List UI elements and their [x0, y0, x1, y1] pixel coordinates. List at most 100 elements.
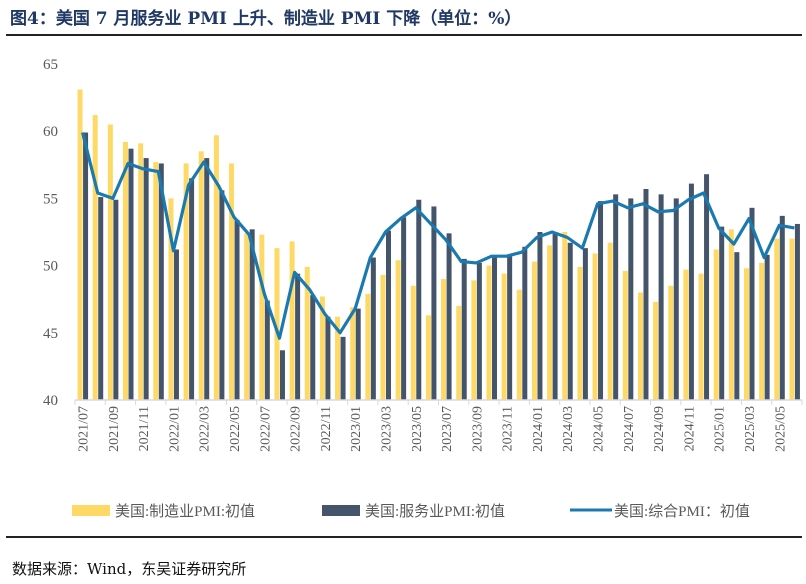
x-tick-label: 2021/11 — [137, 406, 152, 451]
x-tick-label: 2023/03 — [379, 406, 394, 452]
bars — [77, 89, 800, 401]
x-tick-label: 2025/05 — [773, 406, 788, 452]
figure-title: 图4：美国 7 月服务业 PMI 上升、制造业 PMI 下降（单位：%） — [10, 9, 522, 29]
services-bar — [401, 217, 407, 400]
manufacturing-bar — [789, 238, 795, 400]
services-bar — [492, 256, 498, 400]
services-bar — [658, 194, 664, 400]
services-bar — [113, 199, 119, 400]
x-tick-label: 2021/07 — [77, 406, 92, 452]
legend-label-manufacturing: 美国:制造业PMI:初值 — [115, 503, 255, 520]
services-bar — [567, 242, 573, 400]
y-axis: 40 45 50 55 60 65 — [43, 57, 58, 409]
services-bar — [189, 178, 195, 400]
manufacturing-bar — [607, 242, 613, 400]
manufacturing-bar — [743, 268, 749, 400]
manufacturing-bar — [229, 163, 235, 400]
manufacturing-bar — [335, 316, 341, 400]
manufacturing-bar — [501, 273, 507, 400]
manufacturing-bar — [168, 198, 174, 400]
legend: 美国:制造业PMI:初值 美国:服务业PMI:初值 美国:综合PMI：初值 — [72, 503, 750, 520]
x-tick-label: 2023/05 — [410, 406, 425, 452]
services-bar — [507, 254, 513, 400]
services-bar — [764, 254, 770, 400]
services-bar — [552, 233, 558, 400]
manufacturing-bar — [183, 163, 189, 400]
services-bar — [446, 233, 452, 400]
legend-swatch-manufacturing — [72, 505, 110, 516]
x-tick-label: 2024/07 — [622, 406, 637, 452]
services-bar — [83, 132, 89, 400]
services-bar — [704, 174, 710, 400]
manufacturing-bar — [410, 285, 416, 400]
manufacturing-bar — [244, 233, 250, 400]
manufacturing-bar — [319, 296, 325, 400]
services-bar — [537, 232, 543, 400]
services-bar — [461, 258, 467, 400]
x-tick-label: 2022/09 — [289, 406, 304, 452]
services-bar — [143, 158, 149, 400]
x-tick-label: 2022/05 — [228, 406, 243, 452]
manufacturing-bar — [728, 229, 734, 400]
manufacturing-bar — [562, 232, 568, 400]
y-tick-label: 50 — [43, 259, 58, 275]
services-bar — [734, 252, 740, 400]
services-bar — [325, 316, 331, 400]
manufacturing-bar — [395, 260, 401, 400]
title-divider — [6, 34, 802, 36]
services-bar — [355, 308, 361, 400]
source-note: 数据来源：Wind，东吴证券研究所 — [12, 560, 247, 578]
x-tick-label: 2024/05 — [592, 406, 607, 452]
services-bar — [749, 207, 755, 400]
x-tick-label: 2024/01 — [531, 406, 546, 452]
manufacturing-bar — [577, 266, 583, 400]
manufacturing-bar — [92, 115, 98, 401]
x-tick-label: 2024/03 — [561, 406, 576, 452]
manufacturing-bar — [668, 285, 674, 400]
y-tick-label: 55 — [43, 191, 58, 207]
x-axis: 2021/07 2021/09 2021/11 2022/01 2022/03 2022/… — [74, 399, 803, 452]
composite-line — [81, 132, 795, 340]
manufacturing-bar — [198, 151, 204, 400]
manufacturing-bar — [380, 275, 386, 400]
legend-swatch-services — [322, 505, 360, 516]
manufacturing-bar — [425, 315, 431, 400]
pmi-chart: 40 45 50 55 60 65 2021/07 2021/09 2021/11 2022/0… — [43, 57, 803, 520]
services-bar — [628, 198, 634, 400]
services-bar — [522, 246, 528, 400]
manufacturing-bar — [365, 293, 371, 400]
services-bar — [173, 249, 179, 400]
legend-label-composite: 美国:综合PMI：初值 — [614, 503, 750, 520]
y-tick-label: 40 — [43, 393, 58, 409]
services-bar — [279, 350, 285, 400]
manufacturing-bar — [486, 265, 492, 400]
y-tick-label: 45 — [43, 326, 58, 342]
services-bar — [158, 163, 164, 400]
manufacturing-bar — [107, 124, 113, 400]
services-bar — [673, 198, 679, 400]
services-bar — [582, 248, 588, 400]
services-bar — [295, 273, 301, 400]
manufacturing-bar — [350, 307, 356, 400]
manufacturing-bar — [774, 238, 780, 400]
x-tick-label: 2025/03 — [743, 406, 758, 452]
services-bar — [264, 300, 270, 400]
services-bar — [385, 230, 391, 400]
manufacturing-bar — [289, 241, 295, 400]
x-tick-label: 2021/09 — [107, 406, 122, 452]
services-bar — [779, 215, 785, 400]
manufacturing-bar — [516, 289, 522, 400]
services-bar — [598, 201, 604, 400]
y-tick-label: 60 — [43, 124, 58, 140]
manufacturing-bar — [683, 269, 689, 400]
manufacturing-bar — [531, 261, 537, 400]
manufacturing-bar — [259, 234, 265, 400]
services-bar — [234, 219, 240, 400]
services-bar — [476, 262, 482, 400]
x-tick-label: 2025/01 — [713, 406, 728, 452]
services-bar — [128, 148, 134, 400]
manufacturing-bar — [637, 292, 643, 400]
x-tick-label: 2023/01 — [349, 406, 364, 452]
y-tick-label: 65 — [43, 57, 58, 73]
x-tick-label: 2023/11 — [501, 406, 516, 451]
